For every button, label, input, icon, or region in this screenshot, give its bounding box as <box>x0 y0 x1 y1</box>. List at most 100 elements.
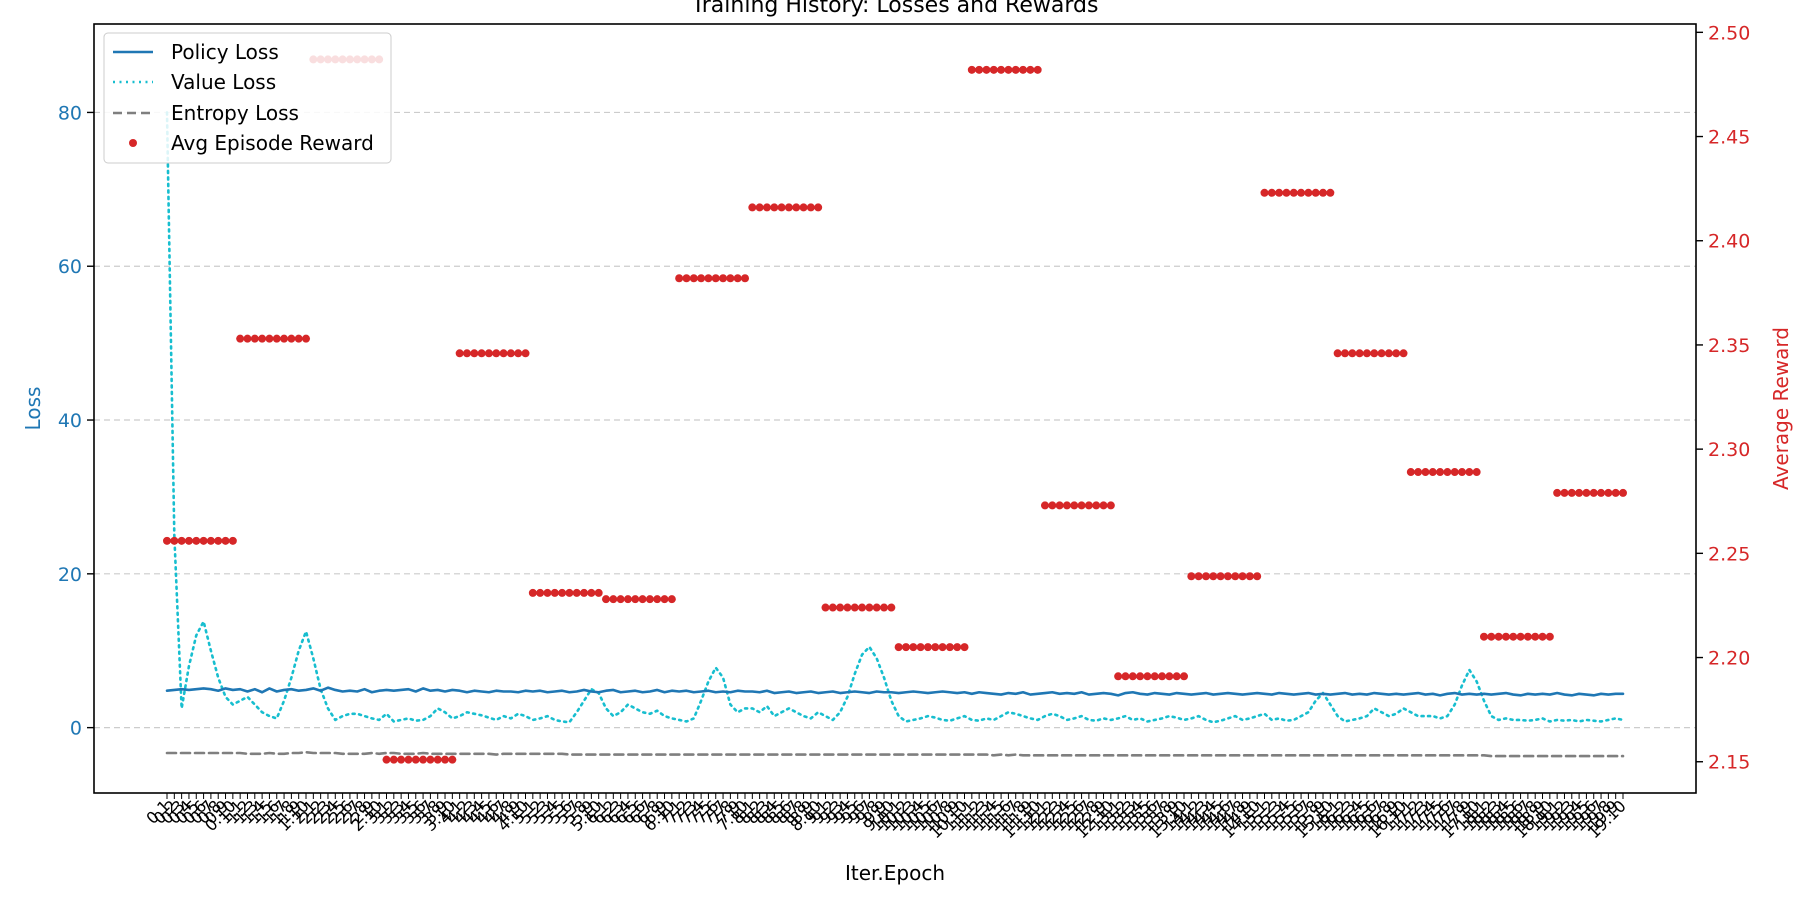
reward-point <box>953 643 962 652</box>
reward-point <box>214 536 223 545</box>
reward-point <box>177 536 186 545</box>
reward-point <box>814 203 823 212</box>
reward-point <box>1436 468 1445 477</box>
reward-point <box>272 334 281 343</box>
reward-point <box>1567 488 1576 497</box>
reward-point <box>1136 672 1145 681</box>
reward-point <box>192 536 201 545</box>
reward-point <box>397 755 406 764</box>
reward-point <box>1143 672 1152 681</box>
y-right-tick-label: 2.30 <box>1708 439 1750 461</box>
reward-point <box>733 274 742 283</box>
reward-point <box>565 588 574 597</box>
reward-point <box>1472 468 1481 477</box>
reward-point <box>880 603 889 612</box>
reward-point <box>199 536 208 545</box>
y-right-tick-label: 2.20 <box>1708 648 1750 670</box>
reward-point <box>1362 349 1371 358</box>
reward-point <box>1560 488 1569 497</box>
reward-point <box>1399 349 1408 358</box>
legend-box <box>103 32 392 164</box>
reward-point <box>667 595 676 604</box>
reward-point <box>163 536 171 545</box>
reward-point <box>1604 488 1613 497</box>
reward-point <box>236 334 245 343</box>
reward-point <box>997 65 1006 74</box>
x-axis-label: Iter.Epoch <box>845 861 945 885</box>
reward-point <box>704 274 713 283</box>
reward-point <box>1077 501 1086 510</box>
legend-label-avg-episode-reward: Avg Episode Reward <box>171 131 374 155</box>
reward-point <box>1384 349 1393 358</box>
reward-point <box>514 349 523 358</box>
chart-title: Training History: Losses and Rewards <box>691 0 1099 18</box>
reward-point <box>499 349 508 358</box>
reward-point <box>1501 632 1510 641</box>
reward-point <box>536 588 545 597</box>
reward-point <box>843 603 852 612</box>
y-right-tick-label: 2.40 <box>1708 231 1750 253</box>
reward-point <box>916 643 925 652</box>
axes-layer: 0 20 40 60 80 2.15 2.20 2.25 2.30 2.35 2.40 2.45 2.5… <box>58 22 1751 842</box>
y-left-tick-label: 60 <box>58 256 82 278</box>
reward-point <box>777 203 786 212</box>
reward-point <box>901 643 910 652</box>
legend-label-entropy-loss: Entropy Loss <box>171 101 299 125</box>
y-left-tick-label: 80 <box>58 102 82 124</box>
reward-point <box>1406 468 1415 477</box>
reward-point <box>1545 632 1554 641</box>
reward-point <box>799 203 808 212</box>
reward-point <box>1209 572 1218 581</box>
legend-label-value-loss: Value Loss <box>171 70 276 94</box>
reward-point <box>287 334 296 343</box>
reward-point <box>1099 501 1108 510</box>
reward-point <box>1055 501 1064 510</box>
reward-point <box>872 603 881 612</box>
reward-point <box>1523 632 1532 641</box>
reward-point <box>1377 349 1386 358</box>
reward-point <box>697 274 706 283</box>
reward-point <box>1333 349 1342 358</box>
y-left-tick-label: 20 <box>58 564 82 586</box>
reward-point <box>594 588 603 597</box>
reward-point <box>923 643 932 652</box>
reward-point <box>1311 188 1320 197</box>
reward-point <box>1223 572 1232 581</box>
reward-point <box>1114 672 1123 681</box>
reward-point <box>1611 488 1620 497</box>
plot-frame <box>93 23 1697 794</box>
reward-point <box>755 203 764 212</box>
reward-point <box>784 203 793 212</box>
reward-point <box>1121 672 1130 681</box>
reward-point <box>660 595 669 604</box>
y-right-tick-label: 2.45 <box>1708 127 1750 149</box>
reward-point <box>206 536 215 545</box>
reward-point <box>975 65 984 74</box>
reward-point <box>836 603 845 612</box>
reward-point <box>580 588 589 597</box>
reward-point <box>477 349 486 358</box>
reward-point <box>1479 632 1488 641</box>
reward-point <box>1538 632 1547 641</box>
reward-point <box>770 203 779 212</box>
reward-point <box>601 595 610 604</box>
reward-point <box>1619 488 1627 497</box>
reward-point <box>265 334 274 343</box>
reward-point <box>228 536 237 545</box>
reward-point <box>609 595 618 604</box>
y-right-tick-label: 2.15 <box>1708 752 1750 774</box>
reward-point <box>1450 468 1459 477</box>
reward-point <box>719 274 728 283</box>
reward-point <box>1289 188 1298 197</box>
reward-point <box>411 755 420 764</box>
reward-point <box>302 334 311 343</box>
reward-point <box>1355 349 1364 358</box>
reward-point <box>441 755 450 764</box>
reward-point <box>543 588 552 597</box>
reward-point <box>1011 65 1020 74</box>
y-right-tick-label: 2.50 <box>1708 22 1750 44</box>
reward-point <box>404 755 413 764</box>
reward-point <box>1180 672 1189 681</box>
reward-point <box>1048 501 1057 510</box>
reward-point <box>1070 501 1079 510</box>
